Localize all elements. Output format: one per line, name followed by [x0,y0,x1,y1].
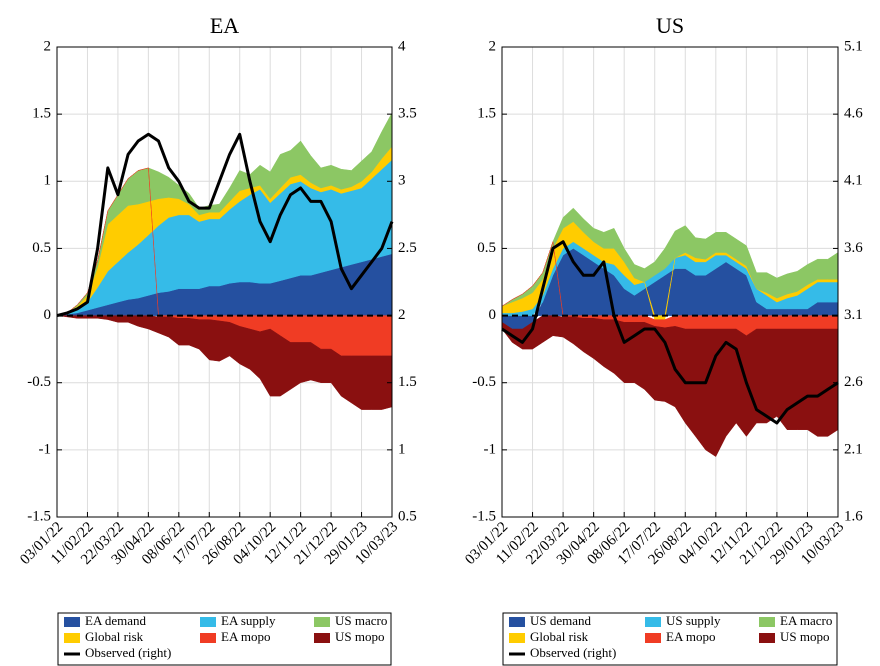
legend-swatch [509,617,525,627]
y2-tick-label: 2 [398,307,406,323]
y-tick-label: -1.5 [27,508,51,524]
y2-tick-label: 1.5 [398,374,417,390]
legend-swatch [64,617,80,627]
y2-tick-label: 3.1 [844,307,863,323]
y2-tick-label: 1 [398,441,406,457]
y2-tick-label: 2.6 [844,374,863,390]
legend-label: Observed (right) [530,645,616,660]
chart-title: EA [210,13,239,38]
legend-swatch [645,633,661,643]
y2-tick-label: 4.1 [844,173,863,189]
y-tick-label: -1 [484,441,497,457]
y-tick-label: 0 [44,307,52,323]
y-tick-label: 0 [489,307,497,323]
y2-tick-label: 1.6 [844,508,863,524]
legend-label: EA mopo [666,629,715,644]
y2-tick-label: 3.5 [398,106,417,122]
legend-label: US mopo [780,629,829,644]
y2-tick-label: 4.6 [844,106,863,122]
y-tick-label: -0.5 [472,374,496,390]
legend-swatch [200,633,216,643]
y2-tick-label: 4 [398,38,406,54]
legend-label: Observed (right) [85,645,171,660]
legend-swatch [509,633,525,643]
y-tick-label: 0.5 [477,240,496,256]
y-tick-label: 1.5 [477,106,496,122]
legend-box [502,612,838,666]
legend-label: Global risk [85,629,144,644]
y2-tick-label: 5.1 [844,38,863,54]
y-tick-label: 0.5 [32,240,51,256]
panel: -1.5-1-0.500.511.520.511.522.533.5403/01… [17,13,417,666]
stacked-area [501,315,839,457]
y-tick-label: -0.5 [27,374,51,390]
legend-label: EA mopo [221,629,270,644]
legend-label: US macro [335,613,387,628]
y2-tick-label: 0.5 [398,508,417,524]
legend-swatch [314,617,330,627]
plot-frame [501,46,839,518]
legend-label: Global risk [530,629,589,644]
y-tick-label: 2 [489,38,497,54]
y-tick-label: 1 [44,173,52,189]
y-tick-label: -1 [39,441,52,457]
chart-title: US [656,13,684,38]
legend-box [57,612,392,666]
observed-line [56,132,394,318]
panel: -1.5 -1 -0.5 0 0.5 1 1.5 2 1.6 2.1 2.6 3.1 3.6 4.1 4.6… [462,13,863,666]
legend-swatch [314,633,330,643]
legend-swatch [645,617,661,627]
observed-line [501,240,839,425]
legend-label: EA supply [221,613,276,628]
y2-tick-label: 2.5 [398,240,417,256]
legend-swatch [200,617,216,627]
legend-label: EA demand [85,613,147,628]
y-tick-label: 1 [489,173,497,189]
plot-frame [56,46,393,518]
y2-tick-label: 2.1 [844,441,863,457]
legend-label: EA macro [780,613,832,628]
y-tick-label: 2 [44,38,52,54]
legend-swatch [64,633,80,643]
legend-label: US supply [666,613,721,628]
legend-label: US mopo [335,629,384,644]
y2-tick-label: 3 [398,173,406,189]
y-tick-label: -1.5 [472,508,496,524]
legend-label: US demand [530,613,592,628]
legend-swatch [759,633,775,643]
legend-swatch [759,617,775,627]
y2-tick-label: 3.6 [844,240,863,256]
y-tick-label: 1.5 [32,106,51,122]
